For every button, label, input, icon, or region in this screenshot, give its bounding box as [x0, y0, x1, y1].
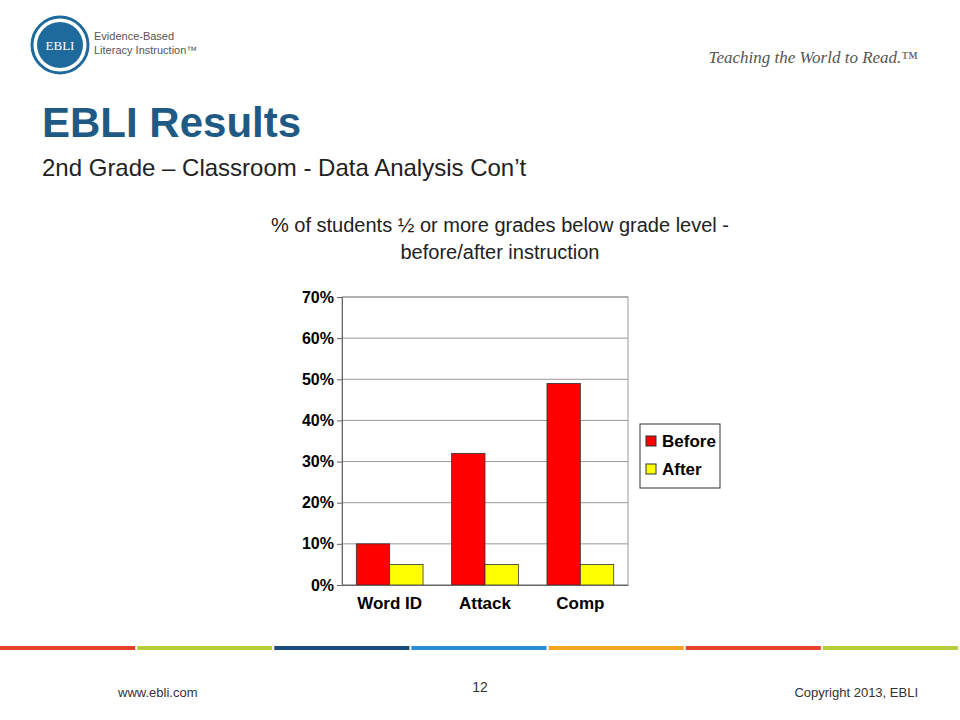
legend-label: Before: [662, 432, 716, 451]
x-tick: Comp: [556, 594, 604, 613]
logo-caption: Literacy Instruction™: [94, 44, 197, 56]
slide: EBLI Evidence-Based Literacy Instruction™ T…: [0, 0, 960, 720]
x-axis: Word ID Attack Comp: [343, 586, 629, 614]
slide-title: EBLI Results: [42, 99, 301, 146]
grid-line: [342, 420, 628, 421]
grid-line: [342, 297, 628, 298]
y-tick-mark: [337, 379, 342, 380]
y-tick-label: 50%: [302, 371, 334, 388]
bar: [356, 544, 389, 585]
y-tick: 10%: [302, 535, 342, 552]
y-tick-label: 0%: [311, 577, 334, 594]
chart-title: before/after instruction: [401, 241, 600, 263]
y-tick-mark: [337, 585, 342, 586]
bar: [485, 564, 518, 585]
y-tick: 30%: [302, 453, 342, 470]
footer-copyright: Copyright 2013, EBLI: [794, 685, 918, 700]
footer-stripe: [823, 646, 958, 650]
legend-swatch: [646, 436, 656, 446]
legend-label: After: [662, 460, 702, 479]
logo-ring: [32, 17, 88, 73]
bar: [390, 564, 423, 585]
y-tick-label: 10%: [302, 535, 334, 552]
y-tick: 20%: [302, 494, 342, 511]
page-number: 12: [472, 679, 488, 695]
bar: [547, 383, 580, 585]
y-tick-mark: [337, 503, 342, 504]
y-tick-label: 60%: [302, 330, 334, 347]
y-tick-mark: [337, 420, 342, 421]
legend: Before After: [640, 424, 720, 488]
chart: 0% 10% 20% 30% 40% 50% 60% 70% Word ID Attack Comp…: [302, 289, 720, 613]
x-tick: Attack: [459, 594, 512, 613]
y-axis: 0% 10% 20% 30% 40% 50% 60% 70%: [302, 289, 343, 594]
footer-stripe: [137, 646, 272, 650]
bar: [580, 564, 613, 585]
plot-background: [342, 297, 628, 585]
y-tick: 60%: [302, 330, 342, 347]
logo-disc: [37, 22, 83, 68]
logo-text: EBLI: [46, 38, 75, 53]
x-tick: Word ID: [357, 594, 422, 613]
bar: [452, 453, 485, 585]
slide-subtitle: 2nd Grade – Classroom - Data Analysis Co…: [42, 154, 527, 181]
footer-stripe: [0, 646, 135, 650]
footer-stripe: [274, 646, 409, 650]
y-tick-mark: [337, 338, 342, 339]
logo-caption: Evidence-Based: [94, 30, 174, 42]
bars: [356, 383, 613, 585]
tagline: Teaching the World to Read.™: [709, 48, 918, 67]
footer-stripe: [549, 646, 684, 650]
y-tick-label: 40%: [302, 412, 334, 429]
x-tick-label: Attack: [459, 594, 512, 613]
y-tick-label: 20%: [302, 494, 334, 511]
grid-line: [342, 338, 628, 339]
x-tick-label: Comp: [556, 594, 604, 613]
y-tick: 50%: [302, 371, 342, 388]
y-tick: 70%: [302, 289, 342, 306]
grid: [342, 297, 628, 585]
chart-title: % of students ½ or more grades below gra…: [271, 214, 729, 236]
y-tick-label: 70%: [302, 289, 334, 306]
y-tick-mark: [337, 462, 342, 463]
footer-url: www.ebli.com: [117, 685, 197, 700]
y-tick-mark: [337, 544, 342, 545]
footer: www.ebli.com 12 Copyright 2013, EBLI: [0, 646, 958, 700]
legend-swatch: [646, 464, 656, 474]
y-tick: 40%: [302, 412, 342, 429]
y-tick-label: 30%: [302, 453, 334, 470]
x-axis-line: [343, 585, 629, 586]
y-axis-line: [337, 298, 343, 586]
footer-stripe: [411, 646, 546, 650]
y-tick-mark: [337, 297, 342, 298]
header: EBLI Evidence-Based Literacy Instruction™ T…: [32, 17, 918, 73]
grid-line: [342, 379, 628, 380]
x-tick-label: Word ID: [357, 594, 422, 613]
legend-box: [640, 424, 720, 488]
y-tick: 0%: [311, 577, 342, 594]
footer-stripe: [686, 646, 821, 650]
